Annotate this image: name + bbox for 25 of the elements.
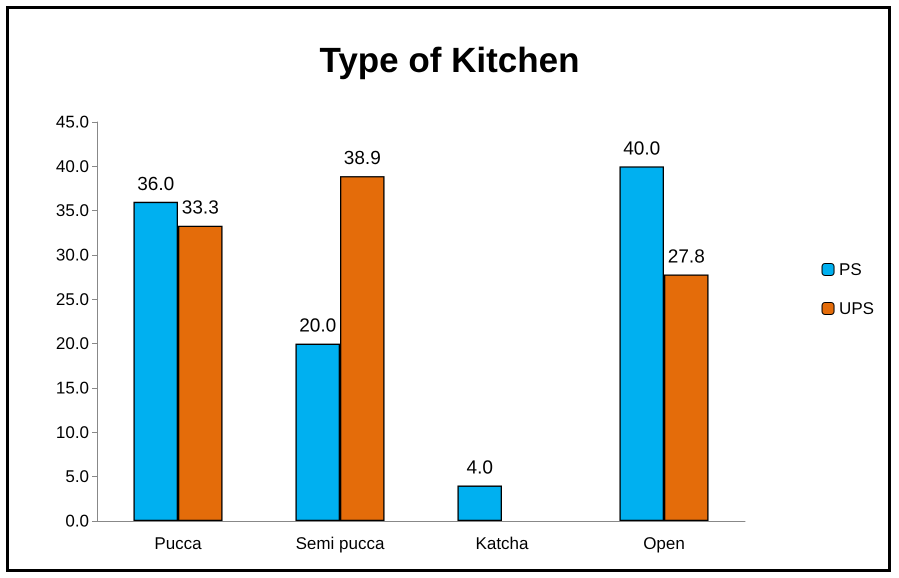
data-label: 33.3 xyxy=(182,198,219,219)
x-tick-label: Pucca xyxy=(154,534,202,553)
y-tick-label: 35.0 xyxy=(56,201,89,220)
y-tick-label: 45.0 xyxy=(56,112,89,132)
legend-label: UPS xyxy=(839,299,874,318)
chart-title: Type of Kitchen xyxy=(320,41,580,80)
bar xyxy=(457,486,502,521)
y-tick-label: 15.0 xyxy=(56,378,89,398)
y-tick-label: 25.0 xyxy=(56,290,89,309)
y-tick-label: 20.0 xyxy=(56,334,89,354)
y-tick-label: 10.0 xyxy=(56,422,89,442)
data-label: 38.9 xyxy=(344,148,381,170)
x-tick-label: Open xyxy=(643,534,685,553)
data-label: 36.0 xyxy=(137,174,174,195)
y-tick-label: 5.0 xyxy=(65,467,89,486)
data-label: 20.0 xyxy=(299,316,336,337)
y-tick-label: 40.0 xyxy=(56,156,89,176)
y-tick-label: 30.0 xyxy=(56,246,89,264)
legend-label: PS xyxy=(839,260,862,279)
x-tick-label: Semi pucca xyxy=(296,534,385,553)
data-label: 40.0 xyxy=(623,138,660,160)
x-tick-label: Katcha xyxy=(476,534,529,553)
y-tick-label: 0.0 xyxy=(65,512,89,530)
data-label: 4.0 xyxy=(466,458,493,479)
data-label: 27.8 xyxy=(668,246,705,268)
